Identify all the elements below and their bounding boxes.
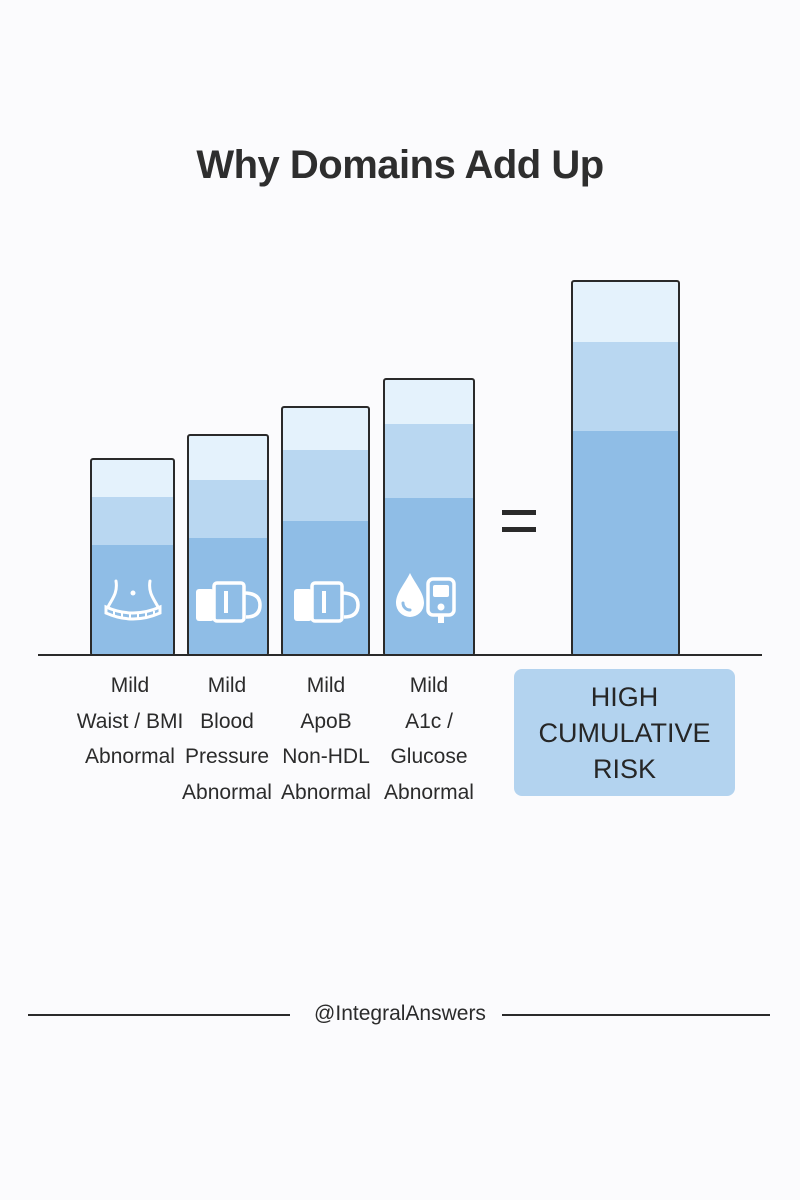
domain-label-line: Abnormal	[281, 780, 371, 804]
domain-label-line: Mild	[409, 674, 449, 697]
domain-label-line: A1c /	[405, 709, 453, 733]
domain-label-line: Blood	[200, 709, 254, 733]
glucose-meter-icon	[385, 569, 473, 630]
risk-line-1: HIGH	[590, 681, 659, 712]
domain-label-line: Glucose	[390, 745, 468, 768]
domain-label-4: Mild A1c / Glucose Abnormal	[374, 668, 484, 810]
domain-label-line: Abnormal	[85, 745, 175, 768]
blood-pressure-cuff-icon	[189, 579, 267, 630]
domain-label-line: Abnormal	[384, 780, 474, 804]
domain-label-1: Mild Waist / BMI Abnormal	[75, 668, 185, 775]
bar-segment-low	[385, 497, 473, 654]
equals-bar-bottom	[502, 527, 536, 532]
risk-line-3: RISK	[592, 753, 657, 784]
bar-segment-low	[92, 545, 173, 654]
footer-handle: @IntegralAnswers	[314, 1002, 486, 1025]
waist-tape-icon	[92, 579, 173, 630]
high-risk-box: HIGH CUMULATIVE RISK	[514, 669, 735, 796]
page-title: Why Domains Add Up	[196, 143, 604, 187]
domain-bar-1	[90, 458, 175, 656]
domain-bar-2	[187, 434, 269, 656]
domain-label-line: ApoB	[300, 709, 352, 733]
domain-label-3: Mild ApoB Non-HDL Abnormal	[271, 668, 381, 810]
cumulative-risk-bar	[571, 280, 680, 656]
domain-bar-3	[281, 406, 370, 656]
footer-rule-left	[28, 1014, 290, 1016]
risk-line-2: CUMULATIVE	[538, 717, 711, 748]
domain-label-line: Non-HDL	[282, 745, 370, 768]
domain-label-line: Abnormal	[182, 780, 272, 804]
baseline	[38, 654, 762, 656]
bar-segment-low	[283, 521, 368, 654]
bar-segment-low	[573, 430, 678, 654]
domain-label-2: Mild Blood Pressure Abnormal	[172, 668, 282, 810]
equals-sign	[502, 510, 536, 534]
domain-label-line: Mild	[306, 674, 346, 697]
equals-bar-top	[502, 510, 536, 515]
domain-label-line: Pressure	[184, 745, 270, 768]
footer-rule-right	[502, 1014, 770, 1016]
blood-pressure-cuff-icon	[283, 579, 368, 630]
domain-label-line: Mild	[110, 674, 150, 697]
domain-label-line: Mild	[207, 674, 247, 697]
domain-bar-4	[383, 378, 475, 656]
domain-label-line: Waist / BMI	[76, 709, 184, 733]
